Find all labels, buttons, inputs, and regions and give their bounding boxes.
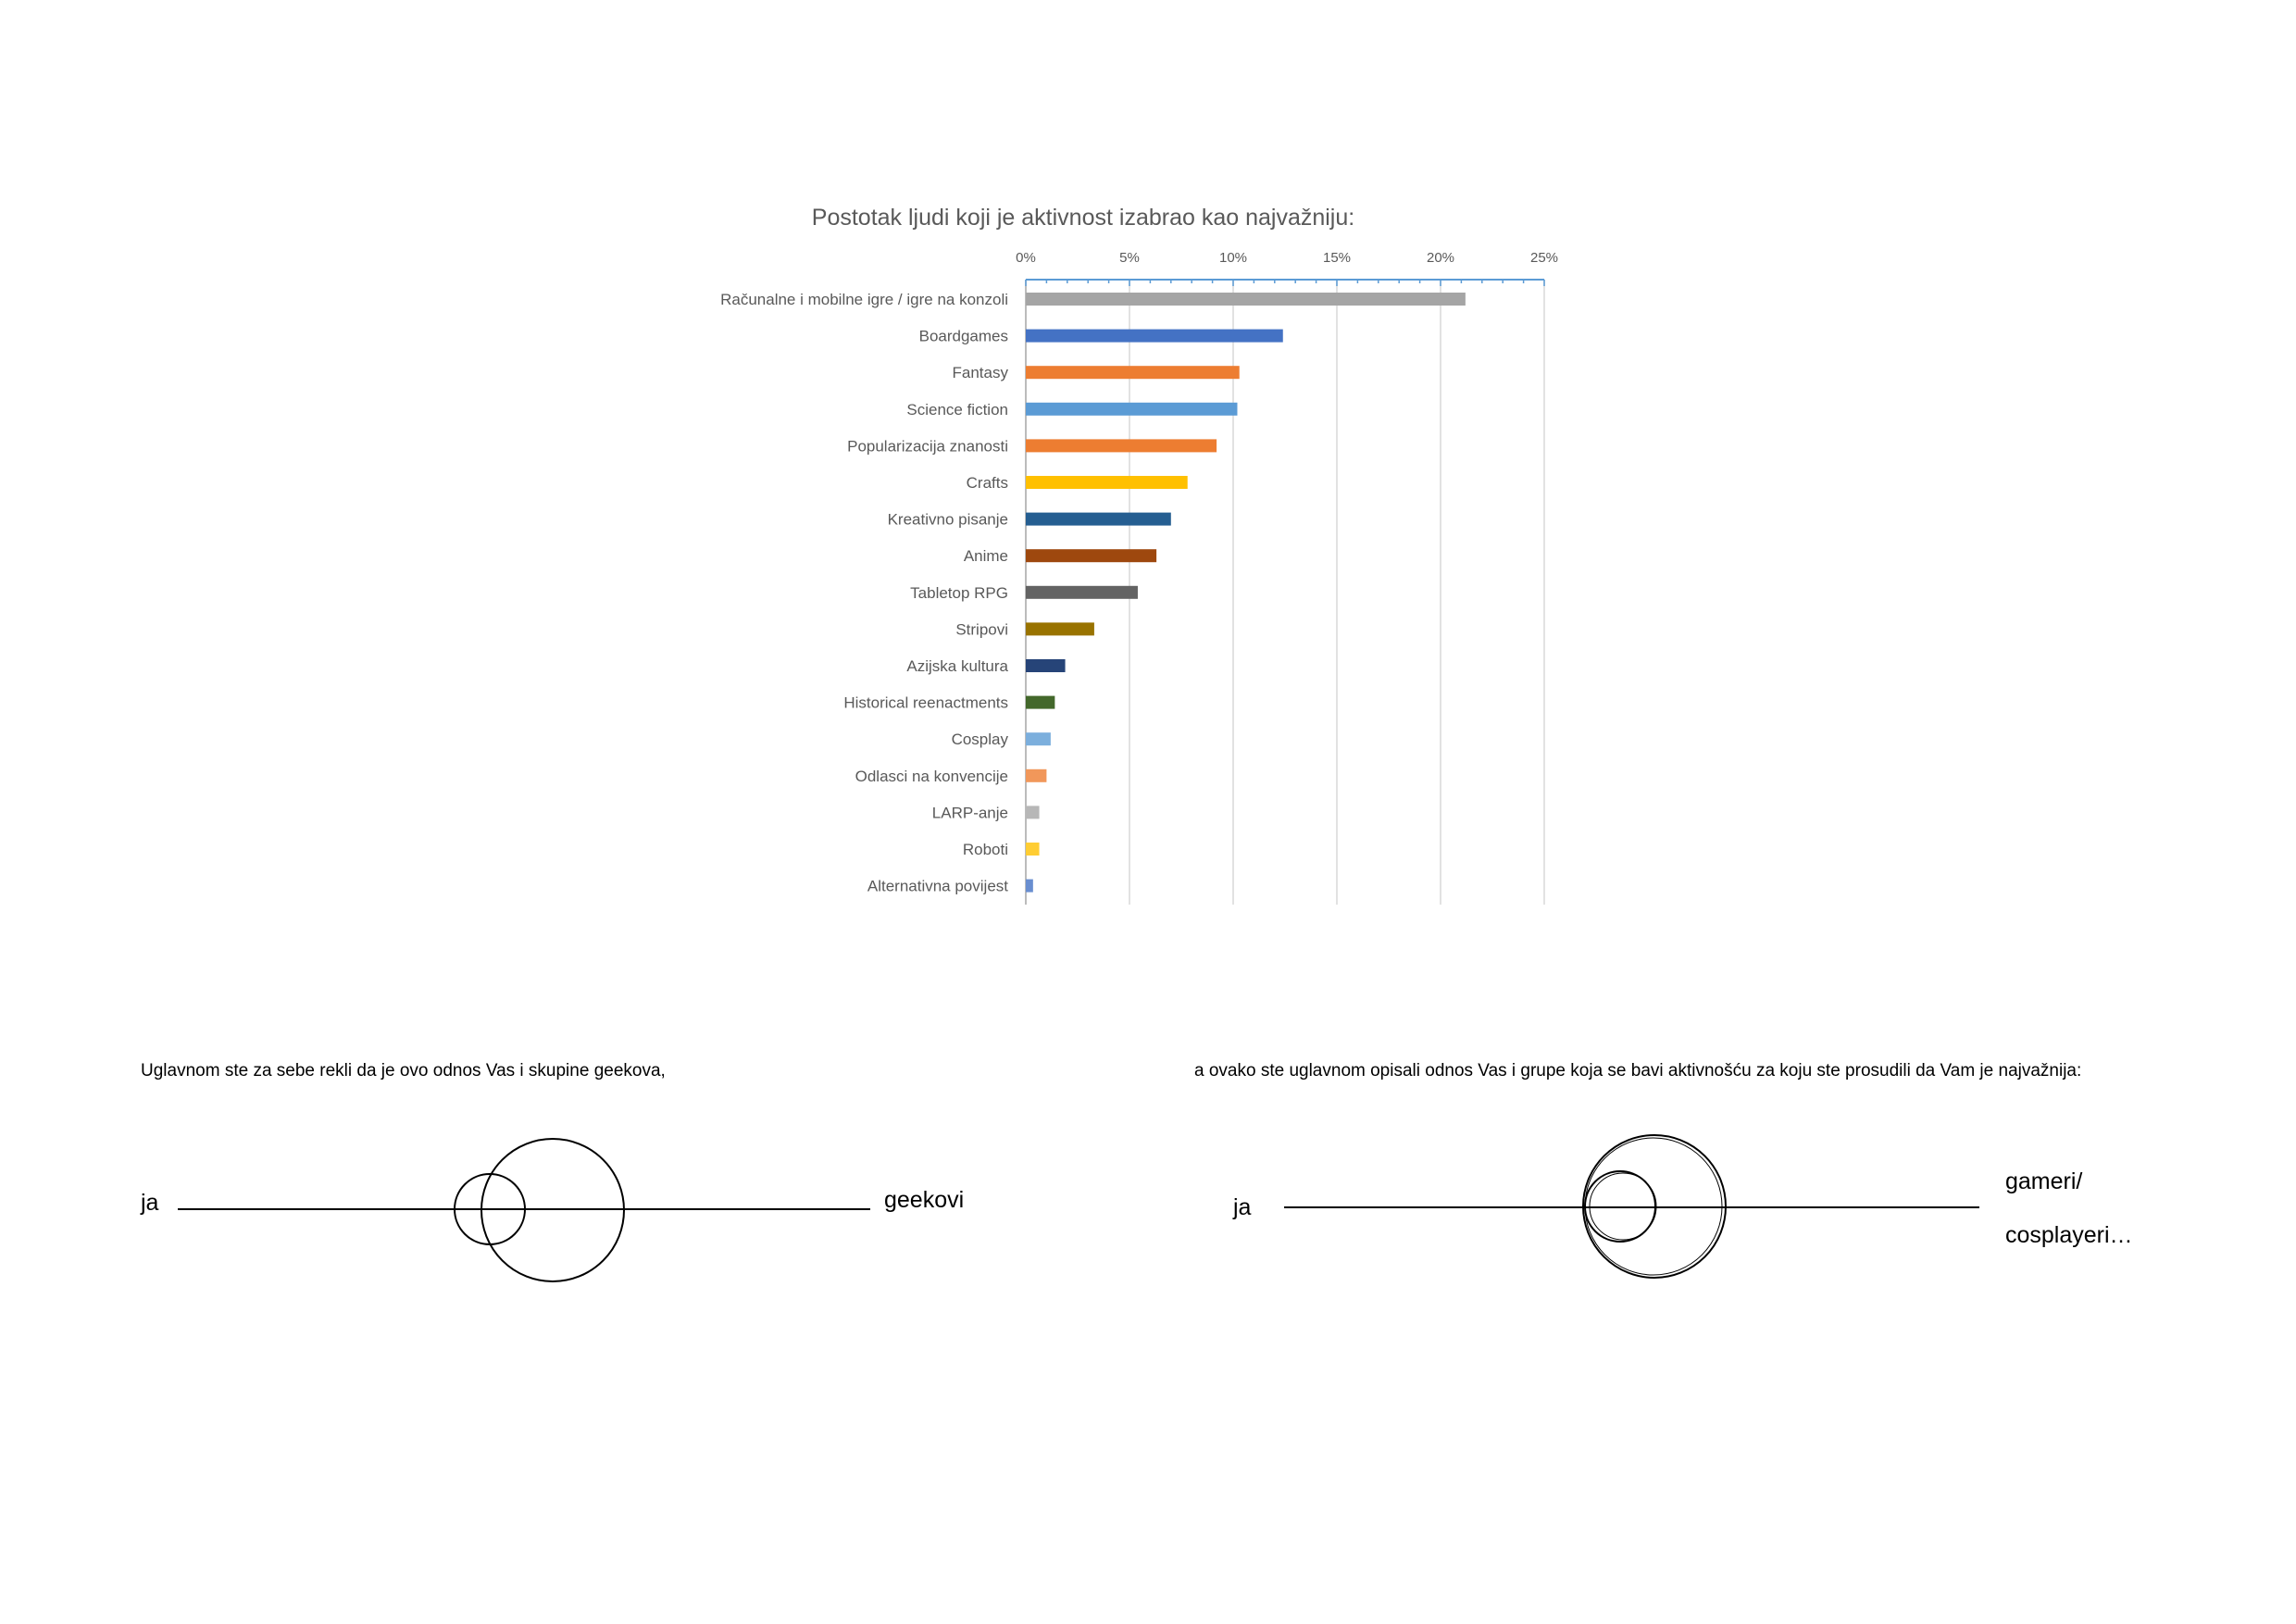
self-circle <box>454 1173 526 1245</box>
bar <box>1026 549 1157 563</box>
category-label: Alternativna povijest <box>867 878 1008 895</box>
group-label-line2: cosplayeri… <box>2005 1222 2133 1248</box>
category-label: Popularizacija znanosti <box>847 437 1008 455</box>
x-tick-label: 5% <box>1119 250 1140 266</box>
self-circle-inner-stroke <box>1589 1172 1657 1241</box>
category-label: Cosplay <box>952 731 1009 748</box>
category-label: Science fiction <box>906 401 1008 418</box>
x-tick-label: 15% <box>1323 250 1351 266</box>
bars <box>1026 293 1466 893</box>
category-label: Računalne i mobilne igre / igre na konzo… <box>720 291 1008 308</box>
chart-title: Postotak ljudi koji je aktivnost izabrao… <box>812 205 1354 231</box>
category-label: Azijska kultura <box>906 657 1008 675</box>
x-tick-label: 25% <box>1530 250 1558 266</box>
bar <box>1026 329 1283 343</box>
bar <box>1026 659 1066 672</box>
category-label: Historical reenactments <box>843 694 1008 712</box>
self-circle <box>1584 1170 1656 1243</box>
category-label: Stripovi <box>955 620 1008 638</box>
x-tick-label: 20% <box>1427 250 1454 266</box>
category-label: Boardgames <box>919 328 1008 345</box>
bar-chart: Postotak ljudi koji je aktivnost izabrao… <box>720 205 1558 905</box>
bar <box>1026 402 1238 416</box>
x-tick-label: 0% <box>1016 250 1036 266</box>
caption-right: a ovako ste uglavnom opisali odnos Vas i… <box>1194 1061 2082 1081</box>
bar <box>1026 732 1051 746</box>
bar <box>1026 293 1466 306</box>
group-label: geekovi <box>884 1187 965 1213</box>
bar <box>1026 366 1240 380</box>
category-label: Anime <box>964 547 1008 565</box>
x-tick-label: 10% <box>1219 250 1247 266</box>
caption-left: Uglavnom ste za sebe rekli da je ovo odn… <box>141 1061 666 1081</box>
bar <box>1026 843 1040 856</box>
bar <box>1026 879 1033 893</box>
category-label: LARP-anje <box>932 804 1008 821</box>
category-label: Roboti <box>963 841 1008 858</box>
bar <box>1026 768 1047 782</box>
group-circle-inner-stroke <box>1584 1137 1723 1276</box>
category-label: Tabletop RPG <box>910 584 1008 602</box>
self-label: ja <box>141 1190 159 1216</box>
category-label: Kreativno pisanje <box>888 511 1008 529</box>
bar <box>1026 806 1040 819</box>
bar <box>1026 439 1217 453</box>
group-label-line1: gameri/ <box>2005 1168 2083 1194</box>
bar <box>1026 512 1171 526</box>
bar <box>1026 622 1094 636</box>
gridlines <box>1025 280 1545 905</box>
category-label: Fantasy <box>953 364 1009 381</box>
bar <box>1026 695 1055 709</box>
category-label: Odlasci na konvencije <box>855 768 1008 785</box>
x-axis: 0% 5% 10% 15% 20% 25% <box>1016 250 1558 286</box>
bar <box>1026 585 1138 599</box>
category-label: Crafts <box>967 474 1008 492</box>
self-label: ja <box>1233 1194 1252 1220</box>
group-circle <box>480 1138 625 1282</box>
category-labels: Računalne i mobilne igre / igre na konzo… <box>720 291 1008 895</box>
bar <box>1026 476 1188 489</box>
group-circle <box>1582 1134 1727 1279</box>
